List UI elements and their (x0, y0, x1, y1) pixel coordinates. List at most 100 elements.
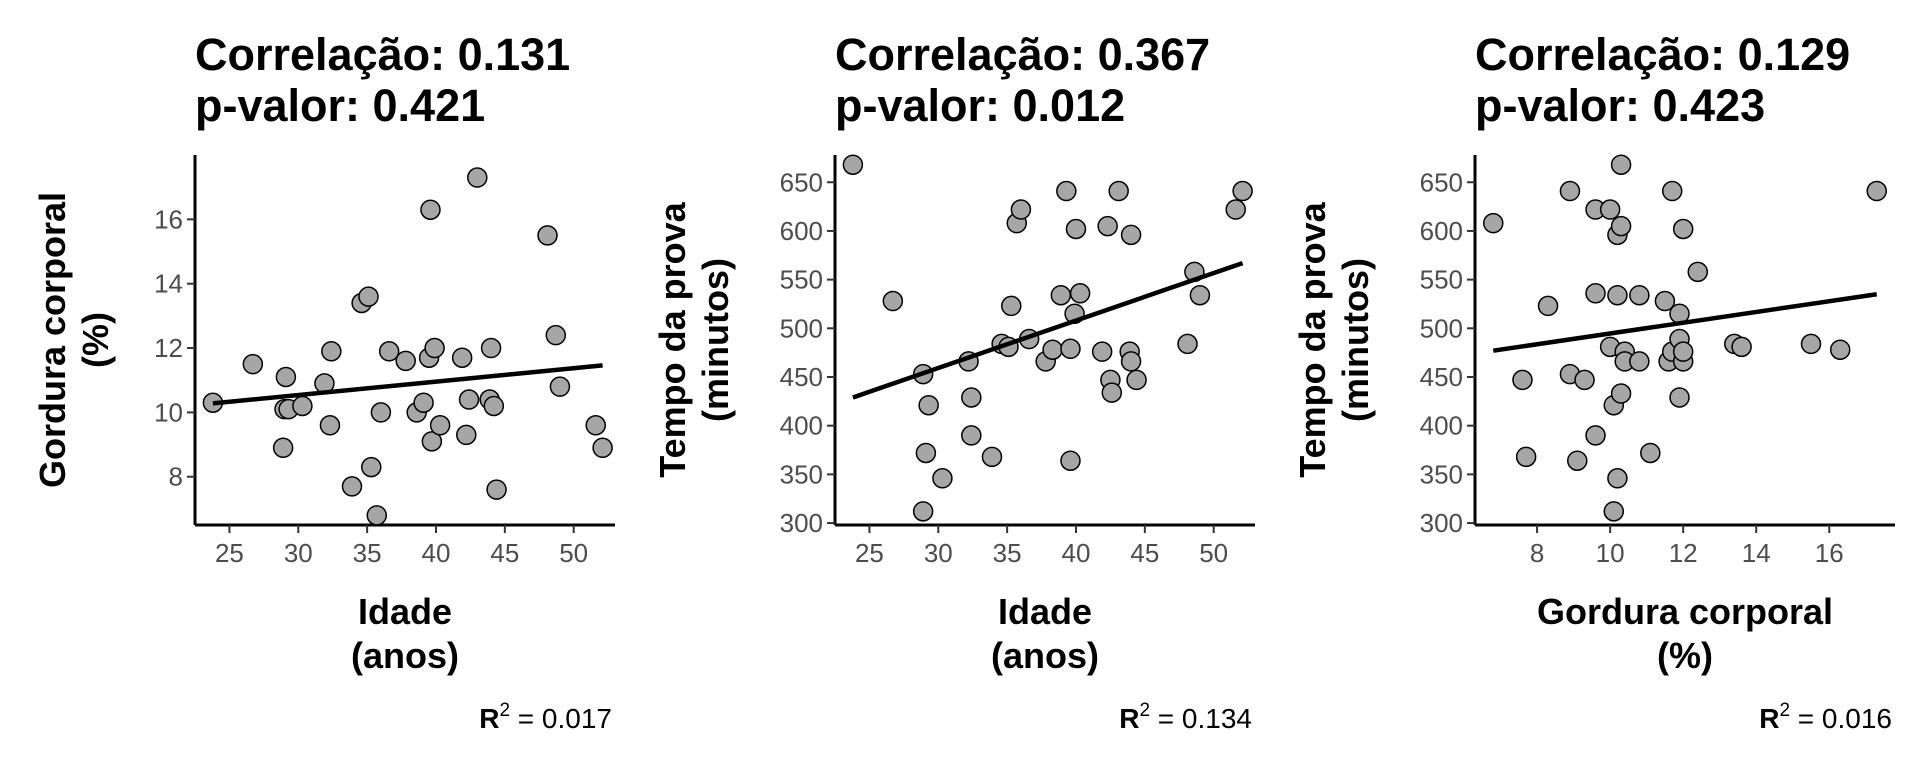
y-tick-label: 12 (154, 333, 183, 363)
y-axis-title: Gordura corporal (%) (32, 192, 116, 488)
data-point (912, 501, 934, 522)
data-point (1010, 199, 1032, 220)
data-point (378, 341, 400, 362)
x-axis-title-line2: (anos) (991, 635, 1099, 676)
data-point (1050, 284, 1072, 306)
data-point (1097, 215, 1118, 237)
data-point (1629, 351, 1650, 372)
x-tick-label: 25 (855, 538, 884, 568)
x-tick-label: 25 (215, 538, 244, 568)
data-point (480, 337, 502, 359)
data-point (421, 431, 443, 452)
x-axis-title-line1: Idade (998, 591, 1092, 632)
y-tick-label: 350 (780, 459, 823, 489)
x-tick-label: 14 (1742, 538, 1771, 568)
data-point (1731, 336, 1752, 358)
y-axis-title-line2: (minutos) (695, 258, 736, 422)
r-squared-symbol: R (1759, 703, 1779, 734)
y-tick-label: 10 (154, 397, 183, 427)
y-tick-label: 550 (780, 265, 823, 295)
data-point (413, 392, 434, 413)
data-point (592, 437, 613, 459)
data-point (1108, 180, 1129, 202)
data-point (1559, 180, 1581, 202)
data-point (1512, 369, 1533, 391)
x-axis-title-line1: Gordura corporal (1537, 591, 1833, 632)
x-tick-label: 45 (1130, 538, 1159, 568)
x-tick-label: 16 (1815, 538, 1844, 568)
y-tick-label: 400 (1420, 411, 1463, 441)
data-point (1687, 261, 1709, 283)
r-squared-exponent: 2 (1139, 700, 1150, 721)
data-point (321, 341, 342, 362)
data-point (429, 415, 451, 436)
r-squared-symbol: R (479, 703, 499, 734)
data-point (1599, 199, 1621, 220)
data-point (1866, 180, 1887, 202)
x-tick-label: 50 (1199, 538, 1228, 568)
x-tick-label: 45 (490, 538, 519, 568)
data-point (961, 425, 982, 446)
y-tick-label: 14 (154, 269, 183, 299)
data-point (1574, 369, 1595, 391)
data-point (341, 476, 363, 497)
y-tick-label: 400 (780, 411, 823, 441)
y-axis-title-line1: Tempo da prova (652, 201, 693, 477)
x-tick-label: 50 (559, 538, 588, 568)
x-tick-label: 40 (1062, 538, 1091, 568)
y-tick-label: 300 (780, 508, 823, 538)
data-point (319, 415, 341, 436)
y-tick-label: 16 (154, 204, 183, 234)
r-squared-value: = 0.016 (1790, 703, 1892, 734)
data-point (1607, 468, 1628, 489)
y-tick-label: 600 (1420, 216, 1463, 246)
data-point (486, 479, 507, 500)
data-point (1567, 450, 1588, 471)
data-point (1120, 224, 1142, 246)
x-tick-label: 40 (422, 538, 451, 568)
x-tick-label: 35 (993, 538, 1022, 568)
data-point (1177, 333, 1198, 355)
data-point (1065, 218, 1087, 240)
r-squared-label: R2 = 0.016 (1759, 700, 1892, 734)
data-point (585, 415, 606, 436)
data-point (1610, 215, 1632, 237)
data-point (483, 395, 505, 417)
y-tick-label: 650 (780, 167, 823, 197)
data-point (420, 199, 441, 220)
x-tick-label: 12 (1669, 538, 1698, 568)
regression-line (852, 260, 1244, 400)
data-point (1060, 338, 1081, 360)
data-point (961, 387, 982, 408)
x-tick-label: 35 (353, 538, 382, 568)
data-point (451, 347, 473, 368)
data-point (981, 446, 1003, 468)
x-axis-title-line2: (%) (1657, 635, 1713, 676)
regression-line (212, 363, 603, 406)
data-point (458, 389, 480, 410)
data-point (1225, 199, 1246, 220)
data-point (1629, 284, 1650, 306)
x-tick-label: 30 (924, 538, 953, 568)
data-point (366, 505, 388, 526)
data-point (272, 437, 294, 459)
data-point (537, 225, 558, 246)
panel-title-line1: Correlação: 0.129 (1475, 29, 1850, 80)
data-point (915, 442, 937, 464)
y-tick-label: 450 (780, 362, 823, 392)
data-point (1120, 351, 1142, 372)
x-axis-title-line1: Idade (358, 591, 452, 632)
data-point (1101, 382, 1123, 403)
data-point (1585, 425, 1606, 446)
y-tick-label: 500 (1420, 313, 1463, 343)
data-point (1091, 341, 1113, 362)
data-point (1537, 295, 1559, 317)
x-tick-label: 30 (284, 538, 313, 568)
data-point (1672, 218, 1694, 240)
data-point (1610, 154, 1632, 175)
data-point (1672, 341, 1694, 362)
data-point (292, 395, 313, 417)
